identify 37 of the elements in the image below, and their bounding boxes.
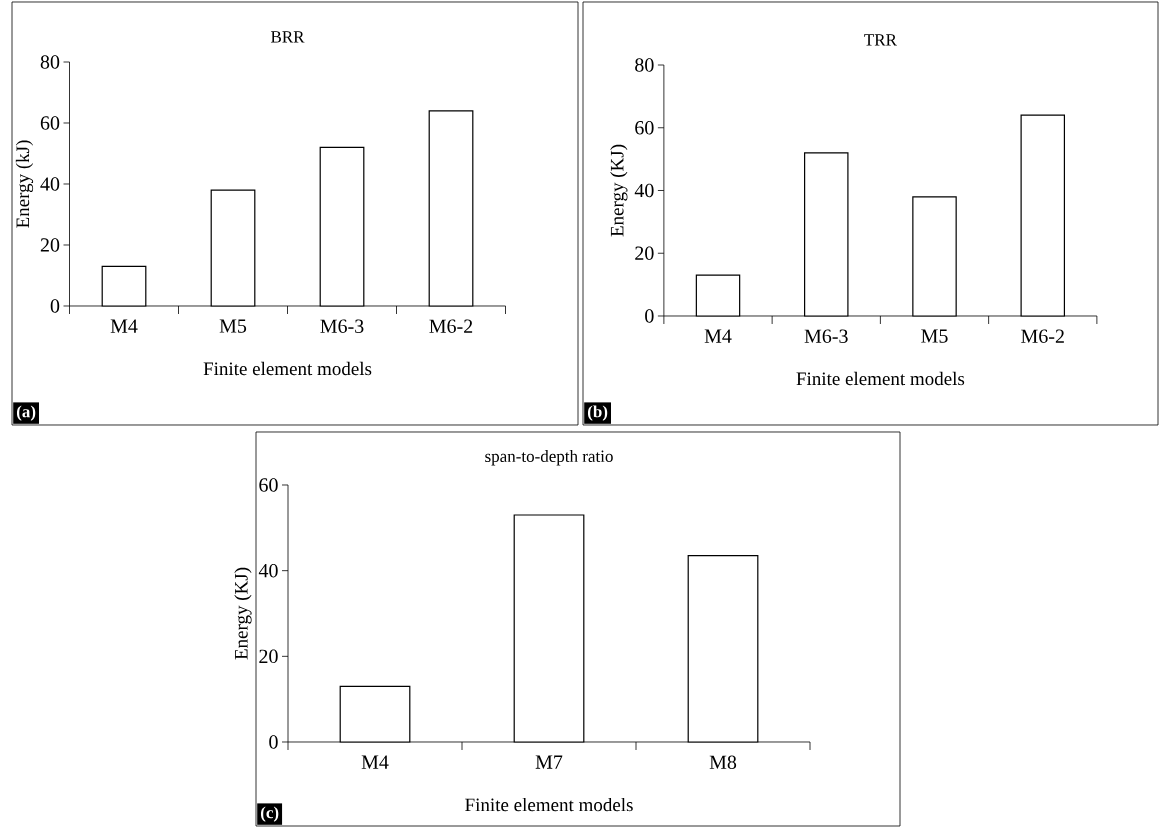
- x-tick-label: M4: [110, 319, 138, 333]
- y-tick-label: 80: [40, 55, 60, 69]
- y-tick-label: 40: [258, 563, 278, 578]
- y-tick-label: 0: [50, 299, 60, 313]
- x-tick-label: M6-3: [804, 329, 848, 343]
- x-tick-label: M5: [921, 329, 948, 343]
- x-tick-label: M5: [219, 319, 247, 333]
- y-tick-label: 40: [40, 177, 60, 191]
- x-axis-title: Finite element models: [796, 371, 965, 386]
- x-tick-label: M6-2: [429, 319, 473, 333]
- x-axis-title: Finite element models: [465, 797, 633, 812]
- y-tick-label: 20: [40, 238, 60, 252]
- y-tick-label: 80: [635, 58, 654, 72]
- x-axis-title: Finite element models: [203, 361, 372, 376]
- y-tick-label: 60: [40, 116, 60, 130]
- x-tick-label: M6-2: [1021, 329, 1064, 343]
- y-tick-label: 40: [634, 183, 654, 198]
- chart-title: BRR: [270, 31, 305, 43]
- x-tick-label: M4: [704, 329, 732, 343]
- text: (c): [260, 806, 279, 822]
- text: (a): [16, 405, 36, 421]
- x-tick-label: M6-3: [320, 319, 364, 333]
- x-tick-label: M7: [535, 755, 563, 769]
- y-tick-label: 0: [645, 309, 654, 323]
- chart-title: span-to-depth ratio: [485, 450, 613, 466]
- y-tick-label: 0: [269, 735, 278, 749]
- y-axis-title: Energy (KJ): [234, 567, 252, 660]
- text: (b): [587, 405, 608, 421]
- y-tick-label: 60: [259, 478, 278, 492]
- y-tick-label: 20: [259, 649, 278, 664]
- y-axis-title: Energy (kJ): [15, 140, 34, 228]
- x-tick-label: M4: [361, 755, 389, 769]
- y-axis-title: Energy (KJ): [610, 144, 628, 237]
- y-tick-label: 20: [635, 246, 654, 260]
- chart-title: TRR: [864, 34, 897, 46]
- y-tick-label: 60: [635, 121, 654, 135]
- x-tick-label: M8: [709, 755, 737, 770]
